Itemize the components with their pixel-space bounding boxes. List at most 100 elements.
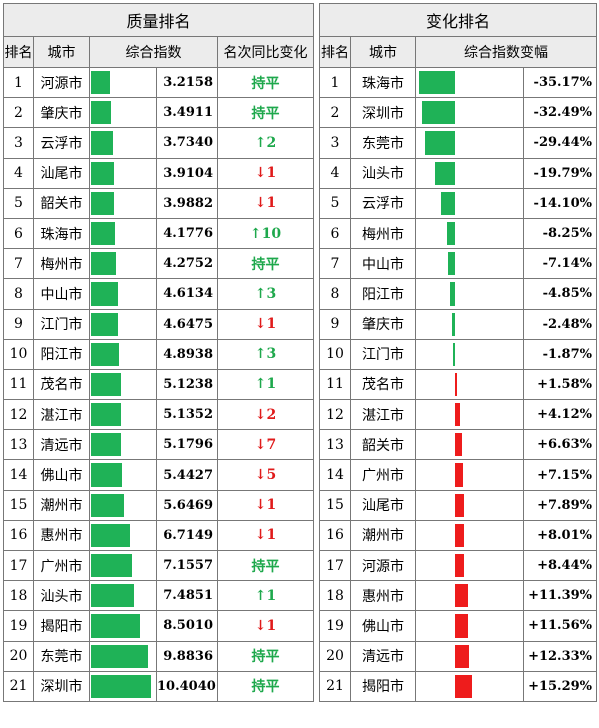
rank-change-value: 持平: [216, 549, 315, 582]
index-value: 4.6475: [156, 308, 218, 340]
increase-bar: [455, 493, 464, 517]
table-row: 8 阳江市 -4.85%: [319, 278, 598, 310]
change-ranking-title: 变化排名: [318, 3, 598, 37]
index-bar-cell: [89, 670, 157, 702]
col-city: 城市: [350, 36, 416, 68]
index-value: 7.4851: [156, 580, 218, 612]
table-row: 11 茂名市 +1.58%: [319, 368, 598, 401]
table-row: 19 佛山市 +11.56%: [319, 610, 598, 642]
rank-cell: 15: [319, 489, 351, 521]
city-cell: 惠州市: [350, 580, 416, 612]
rank-change-value: 持平: [216, 248, 315, 280]
change-percent: +1.58%: [522, 368, 598, 401]
rank-change-value: ↓1: [216, 187, 315, 219]
table-row: 6 梅州市 -8.25%: [319, 217, 598, 250]
city-cell: 梅州市: [350, 217, 416, 250]
rank-change-value: ↓1: [216, 308, 315, 340]
rank-change-value: 持平: [216, 66, 315, 99]
change-percent: -29.44%: [522, 127, 598, 159]
decrease-bar: [419, 71, 455, 95]
table-row: 1 珠海市 -35.17%: [319, 66, 598, 99]
city-cell: 阳江市: [33, 338, 90, 370]
index-bar: [91, 372, 121, 397]
city-cell: 清远市: [33, 429, 90, 461]
index-value: 5.4427: [156, 459, 218, 491]
city-cell: 珠海市: [350, 66, 416, 99]
city-cell: 韶关市: [33, 187, 90, 219]
index-bar: [91, 554, 132, 578]
change-bar-cell: [415, 66, 524, 99]
change-percent: +6.63%: [522, 429, 598, 461]
rank-cell: 8: [319, 278, 351, 310]
index-value: 10.4040: [156, 670, 218, 702]
change-percent: -1.87%: [522, 338, 598, 370]
table-row: 8 中山市 4.6134 ↑3: [3, 278, 315, 310]
index-bar-cell: [89, 429, 157, 461]
change-percent: +11.39%: [522, 580, 598, 612]
index-bar-cell: [89, 127, 157, 159]
city-cell: 中山市: [33, 278, 90, 310]
index-bar-cell: [89, 519, 157, 552]
rank-cell: 9: [319, 308, 351, 340]
rank-cell: 1: [3, 66, 34, 99]
index-value: 5.1796: [156, 429, 218, 461]
index-value: 9.8836: [156, 640, 218, 672]
index-bar-cell: [89, 640, 157, 672]
rank-cell: 13: [319, 429, 351, 461]
index-bar-cell: [89, 489, 157, 521]
city-cell: 深圳市: [350, 97, 416, 129]
table-row: 20 清远市 +12.33%: [319, 640, 598, 672]
table-row: 4 汕头市 -19.79%: [319, 157, 598, 189]
index-bar-cell: [89, 66, 157, 99]
increase-bar: [455, 523, 464, 547]
city-cell: 揭阳市: [350, 670, 416, 702]
rank-cell: 3: [319, 127, 351, 159]
table-row: 9 江门市 4.6475 ↓1: [3, 308, 315, 340]
index-value: 5.1352: [156, 399, 218, 431]
city-cell: 揭阳市: [33, 610, 90, 642]
index-bar: [91, 101, 111, 125]
city-cell: 阳江市: [350, 278, 416, 310]
index-value: 4.8938: [156, 338, 218, 370]
index-bar: [91, 282, 118, 306]
index-value: 5.1238: [156, 368, 218, 401]
change-percent: -32.49%: [522, 97, 598, 129]
index-bar: [91, 433, 121, 457]
rank-cell: 17: [319, 549, 351, 582]
increase-bar: [455, 554, 464, 578]
rank-cell: 10: [319, 338, 351, 370]
index-bar-cell: [89, 278, 157, 310]
city-cell: 清远市: [350, 640, 416, 672]
index-bar: [91, 221, 115, 246]
increase-bar: [455, 433, 462, 457]
index-value: 3.9882: [156, 187, 218, 219]
col-index: 综合指数: [89, 36, 218, 68]
rank-cell: 18: [3, 580, 34, 612]
city-cell: 广州市: [350, 459, 416, 491]
change-bar-cell: [415, 399, 524, 431]
index-bar-cell: [89, 580, 157, 612]
decrease-bar: [448, 252, 455, 276]
rank-change-value: ↓1: [216, 519, 315, 552]
index-value: 6.7149: [156, 519, 218, 552]
city-cell: 江门市: [350, 338, 416, 370]
table-row: 16 潮州市 +8.01%: [319, 519, 598, 552]
change-percent: +7.15%: [522, 459, 598, 491]
quality-ranking-table: 质量排名 排名 城市 综合指数 名次同比变化 1 河源市 3.2158 持平 2 肇庆市 3…: [2, 3, 315, 702]
rank-cell: 6: [319, 217, 351, 250]
index-bar: [91, 463, 122, 487]
col-rank-change: 名次同比变化: [216, 36, 315, 68]
index-bar-cell: [89, 549, 157, 582]
index-bar: [91, 493, 124, 517]
index-bar: [91, 523, 130, 547]
table-row: 4 汕尾市 3.9104 ↓1: [3, 157, 315, 189]
table-row: 9 肇庆市 -2.48%: [319, 308, 598, 340]
index-bar-cell: [89, 217, 157, 250]
index-bar: [91, 161, 114, 185]
table-row: 13 清远市 5.1796 ↓7: [3, 429, 315, 461]
table-row: 7 中山市 -7.14%: [319, 248, 598, 280]
city-cell: 梅州市: [33, 248, 90, 280]
index-bar: [91, 191, 114, 215]
city-cell: 肇庆市: [33, 97, 90, 129]
rank-cell: 20: [319, 640, 351, 672]
